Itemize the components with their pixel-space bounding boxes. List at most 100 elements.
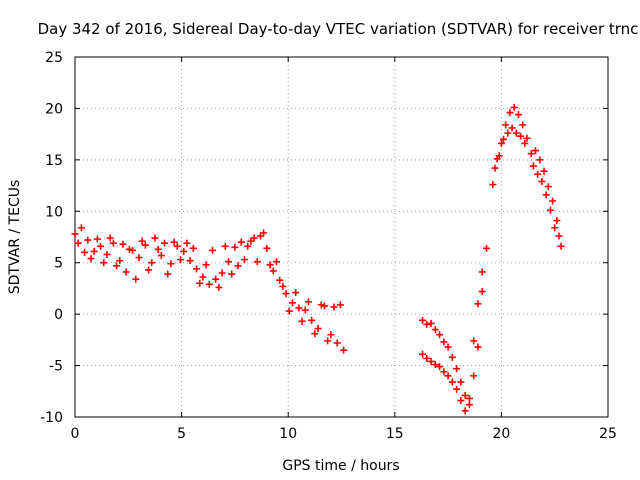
data-point [221, 242, 229, 250]
data-point [436, 331, 444, 339]
x-tick-label: 20 [492, 426, 510, 442]
data-point [164, 270, 172, 278]
data-point [282, 290, 290, 298]
data-point [546, 206, 554, 214]
data-point [423, 354, 431, 362]
y-tick-label: -5 [49, 359, 63, 375]
data-point [551, 224, 559, 232]
data-point [532, 147, 540, 155]
data-point [269, 267, 277, 275]
data-point [212, 275, 220, 283]
data-point [205, 280, 213, 288]
data-point [427, 357, 435, 365]
data-point [129, 246, 137, 254]
data-point [295, 304, 303, 312]
data-point [504, 129, 512, 137]
data-point [521, 139, 529, 147]
data-point [308, 316, 316, 324]
data-point [292, 289, 300, 297]
data-point [482, 244, 490, 252]
data-point [508, 124, 516, 132]
data-point [470, 372, 478, 380]
data-point [240, 256, 248, 264]
data-point [74, 239, 82, 247]
data-point [457, 378, 465, 386]
data-point [161, 239, 169, 247]
data-point [527, 150, 535, 158]
data-point [71, 230, 79, 238]
data-point [301, 306, 309, 314]
data-point [298, 317, 306, 325]
data-point [209, 246, 217, 254]
data-point [506, 109, 514, 117]
data-point [125, 245, 133, 253]
y-tick-label: 0 [54, 307, 63, 323]
data-point [253, 258, 261, 266]
data-point [228, 270, 236, 278]
data-point [336, 301, 344, 309]
data-point [324, 337, 332, 345]
data-point [461, 407, 469, 415]
data-point [510, 103, 518, 111]
y-tick-label: -10 [40, 410, 63, 426]
data-point [276, 276, 284, 284]
series-segment-1-spread [74, 229, 344, 345]
data-point [244, 242, 252, 250]
series-segment-3-lower [491, 124, 563, 240]
data-point [465, 401, 473, 409]
data-point [512, 129, 520, 137]
data-point [237, 238, 245, 246]
data-point [419, 350, 427, 358]
data-point [173, 242, 181, 250]
x-axis-label: GPS time / hours [282, 458, 399, 474]
x-tick-label: 15 [386, 426, 404, 442]
x-tick-label: 25 [599, 426, 617, 442]
data-point [90, 247, 98, 255]
data-point [141, 241, 149, 249]
data-point [202, 261, 210, 269]
data-point [77, 224, 85, 232]
data-point [474, 343, 482, 351]
data-point [519, 121, 527, 129]
data-point [279, 282, 287, 290]
data-point [470, 337, 478, 345]
data-point [135, 254, 143, 262]
data-point [427, 319, 435, 327]
data-point [193, 265, 201, 273]
data-point [225, 258, 233, 266]
data-point [231, 243, 239, 251]
data-point [145, 266, 153, 274]
series-segment-1 [71, 224, 348, 354]
data-point [457, 397, 465, 405]
data-point [106, 234, 114, 242]
data-point [523, 134, 531, 142]
data-point [218, 269, 226, 277]
data-point [97, 242, 105, 250]
series-segment-3 [489, 103, 565, 250]
data-point [119, 240, 127, 248]
y-tick-label: 25 [45, 50, 63, 66]
data-point [538, 177, 546, 185]
data-point [553, 217, 561, 225]
data-point [199, 273, 207, 281]
data-point [247, 237, 255, 245]
data-point [502, 121, 510, 129]
data-point [177, 256, 185, 264]
data-point [453, 365, 461, 373]
data-point [474, 300, 482, 308]
data-point [497, 139, 505, 147]
data-point [109, 239, 117, 247]
data-point [263, 244, 271, 252]
chart-title: Day 342 of 2016, Sidereal Day-to-day VTE… [38, 20, 639, 38]
data-point [500, 135, 508, 143]
data-point [157, 252, 165, 260]
data-point [148, 259, 156, 267]
data-point [423, 320, 431, 328]
data-point [448, 378, 456, 386]
data-point [495, 152, 503, 160]
data-point [132, 275, 140, 283]
data-point [84, 236, 92, 244]
data-point [444, 372, 452, 380]
